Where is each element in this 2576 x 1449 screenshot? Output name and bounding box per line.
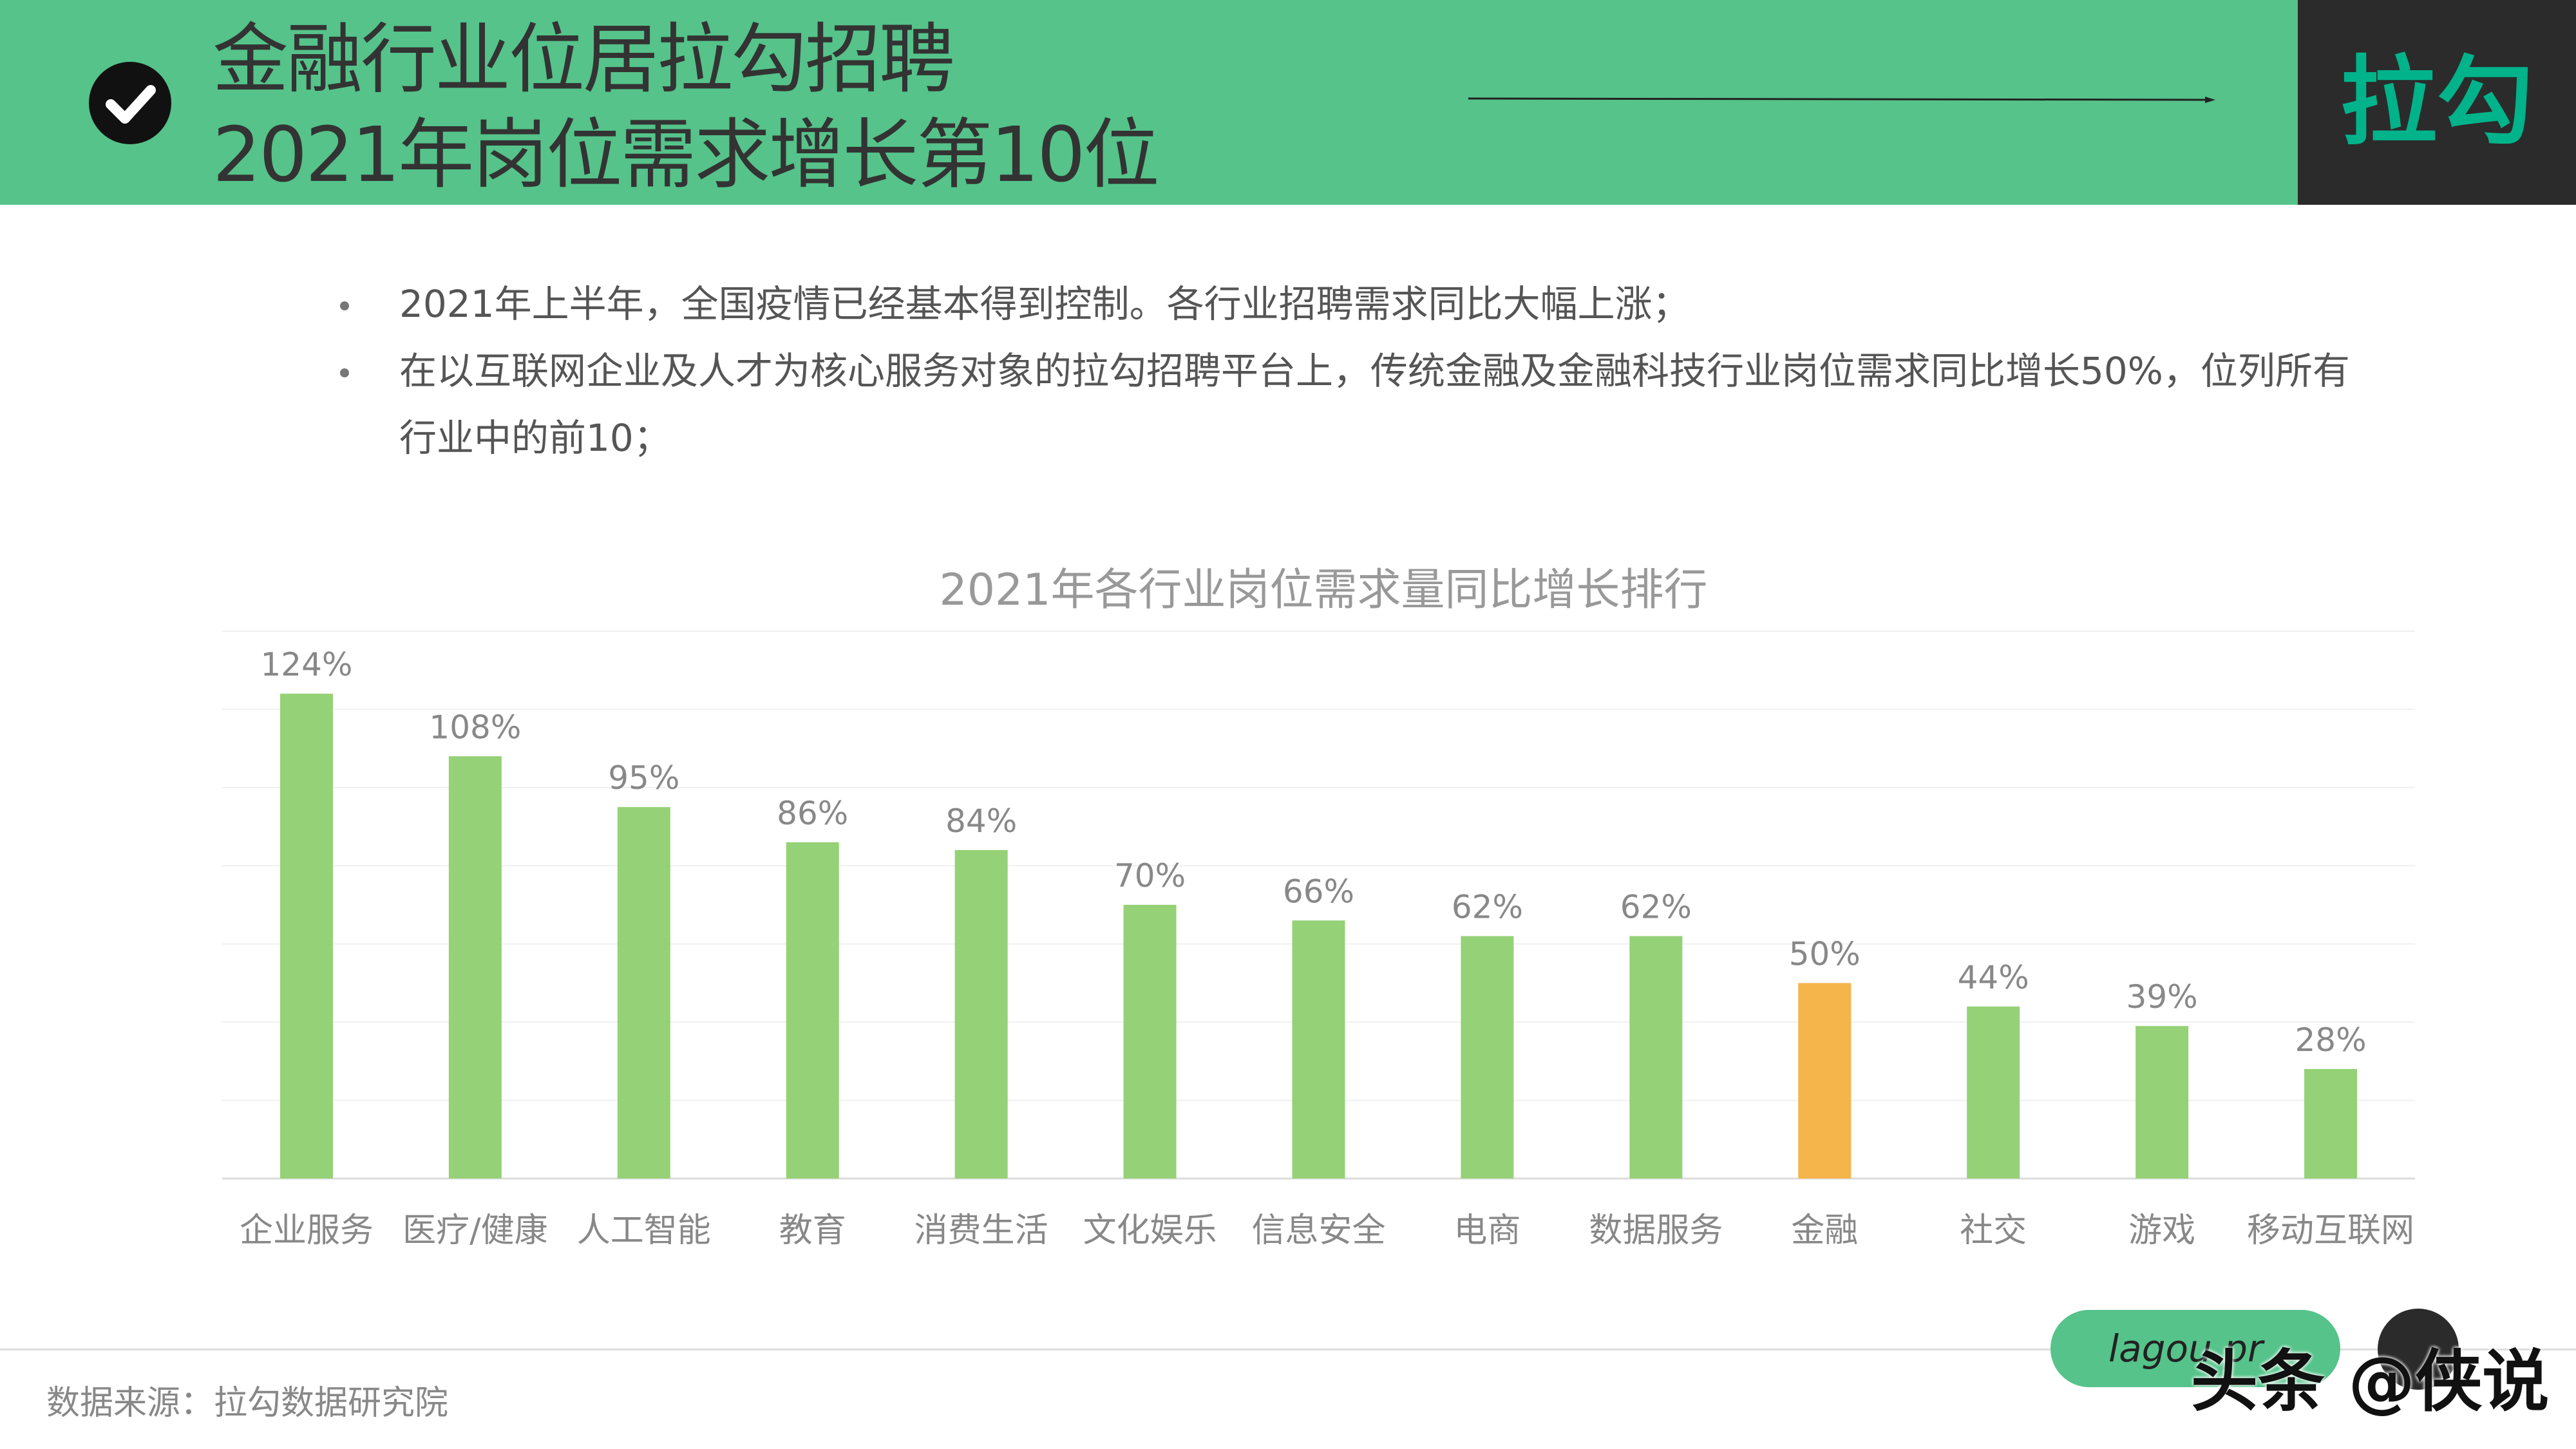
arrow-decoration (1468, 97, 2215, 103)
chart-title: 2021年各行业岗位需求量同比增长排行 (939, 565, 1708, 616)
x-tick-label-0: 企业服务 (240, 1211, 374, 1250)
bar-1 (448, 756, 502, 1179)
bar-11 (2136, 1026, 2189, 1179)
page-title-line2: 2021年岗位需求增长第10位 (213, 110, 1159, 199)
brand-logo-text: 拉勾 (2340, 46, 2533, 158)
x-tick-label-7: 电商 (1454, 1211, 1520, 1250)
bar-9 (1798, 983, 1852, 1179)
data-label-0: 124% (260, 646, 352, 683)
bar-10 (1967, 1006, 2020, 1179)
x-tick-label-9: 金融 (1791, 1211, 1858, 1250)
chart-bars (279, 694, 2358, 1179)
check-circle-icon (89, 62, 171, 144)
bar-6 (1292, 920, 1345, 1179)
x-tick-label-2: 人工智能 (577, 1211, 711, 1250)
bar-0 (279, 694, 333, 1179)
page-badge (2378, 1309, 2459, 1390)
page-title-line1: 金融行业位居拉勾招聘 (213, 15, 955, 104)
data-label-1: 108% (429, 708, 521, 746)
x-tick-label-8: 数据服务 (1589, 1211, 1723, 1250)
x-tick-label-5: 文化娱乐 (1083, 1211, 1217, 1250)
bar-3 (786, 842, 839, 1179)
data-label-12: 28% (2295, 1021, 2366, 1059)
data-label-9: 50% (1789, 935, 1861, 972)
bullet-dot (340, 368, 349, 377)
bullet-list: 2021年上半年，全国疫情已经基本得到控制。各行业招聘需求同比大幅上涨； 在以互… (335, 270, 2363, 471)
bar-5 (1123, 905, 1177, 1179)
x-tick-label-6: 信息安全 (1251, 1211, 1385, 1250)
x-tick-label-1: 医疗/健康 (402, 1211, 548, 1250)
bar-8 (1629, 936, 1683, 1179)
brand-logo: 拉勾 (2298, 0, 2576, 205)
data-label-5: 70% (1114, 857, 1186, 895)
x-tick-label-11: 游戏 (2128, 1211, 2195, 1250)
header-band: 金融行业位居拉勾招聘 2021年岗位需求增长第10位 (0, 0, 2298, 205)
bullet-dot (340, 301, 349, 310)
bar-4 (954, 850, 1008, 1179)
data-label-7: 62% (1452, 889, 1523, 926)
bullet-item: 在以互联网企业及人才为核心服务对象的拉勾招聘平台上，传统金融及金融科技行业岗位需… (335, 337, 2363, 471)
x-tick-label-12: 移动互联网 (2247, 1211, 2414, 1250)
data-label-11: 39% (2126, 978, 2198, 1016)
bar-7 (1461, 936, 1514, 1179)
data-label-8: 62% (1620, 889, 1692, 926)
bullet-text: 2021年上半年，全国疫情已经基本得到控制。各行业招聘需求同比大幅上涨； (399, 282, 1690, 326)
data-label-6: 66% (1283, 873, 1354, 910)
footer-divider (0, 1349, 2576, 1350)
data-label-2: 95% (608, 759, 679, 797)
bar-chart: 124% 108% 95% 86% 84% 70% 66% 62% 62% 50% 44% 39% 28… (222, 630, 2415, 1250)
data-source-note: 数据来源：拉勾数据研究院 (46, 1384, 449, 1423)
watermark: 头条 @侠说 (2191, 1342, 2550, 1421)
website-pill-text: lagou.pr (2108, 1327, 2263, 1370)
data-label-3: 86% (777, 795, 848, 832)
x-tick-label-4: 消费生活 (914, 1211, 1048, 1250)
bullet-item: 2021年上半年，全国疫情已经基本得到控制。各行业招聘需求同比大幅上涨； (335, 270, 2363, 337)
bar-12 (2304, 1069, 2358, 1179)
data-label-10: 44% (1958, 959, 2029, 996)
data-label-4: 84% (945, 802, 1017, 840)
bullet-text: 在以互联网企业及人才为核心服务对象的拉勾招聘平台上，传统金融及金融科技行业岗位需… (399, 349, 2350, 460)
x-tick-label-3: 教育 (779, 1211, 846, 1250)
x-tick-label-10: 社交 (1960, 1211, 2027, 1250)
website-pill[interactable]: lagou.pr (2050, 1310, 2340, 1387)
chart-data-labels: 124% 108% 95% 86% 84% 70% 66% 62% 62% 50% 44% 39% 28… (260, 646, 2366, 1059)
chart-x-axis-labels: 企业服务 医疗/健康 人工智能 教育 消费生活 文化娱乐 信息安全 电商 数据服务 金融 社交 游戏 移… (240, 1211, 2414, 1250)
bar-2 (617, 807, 670, 1179)
